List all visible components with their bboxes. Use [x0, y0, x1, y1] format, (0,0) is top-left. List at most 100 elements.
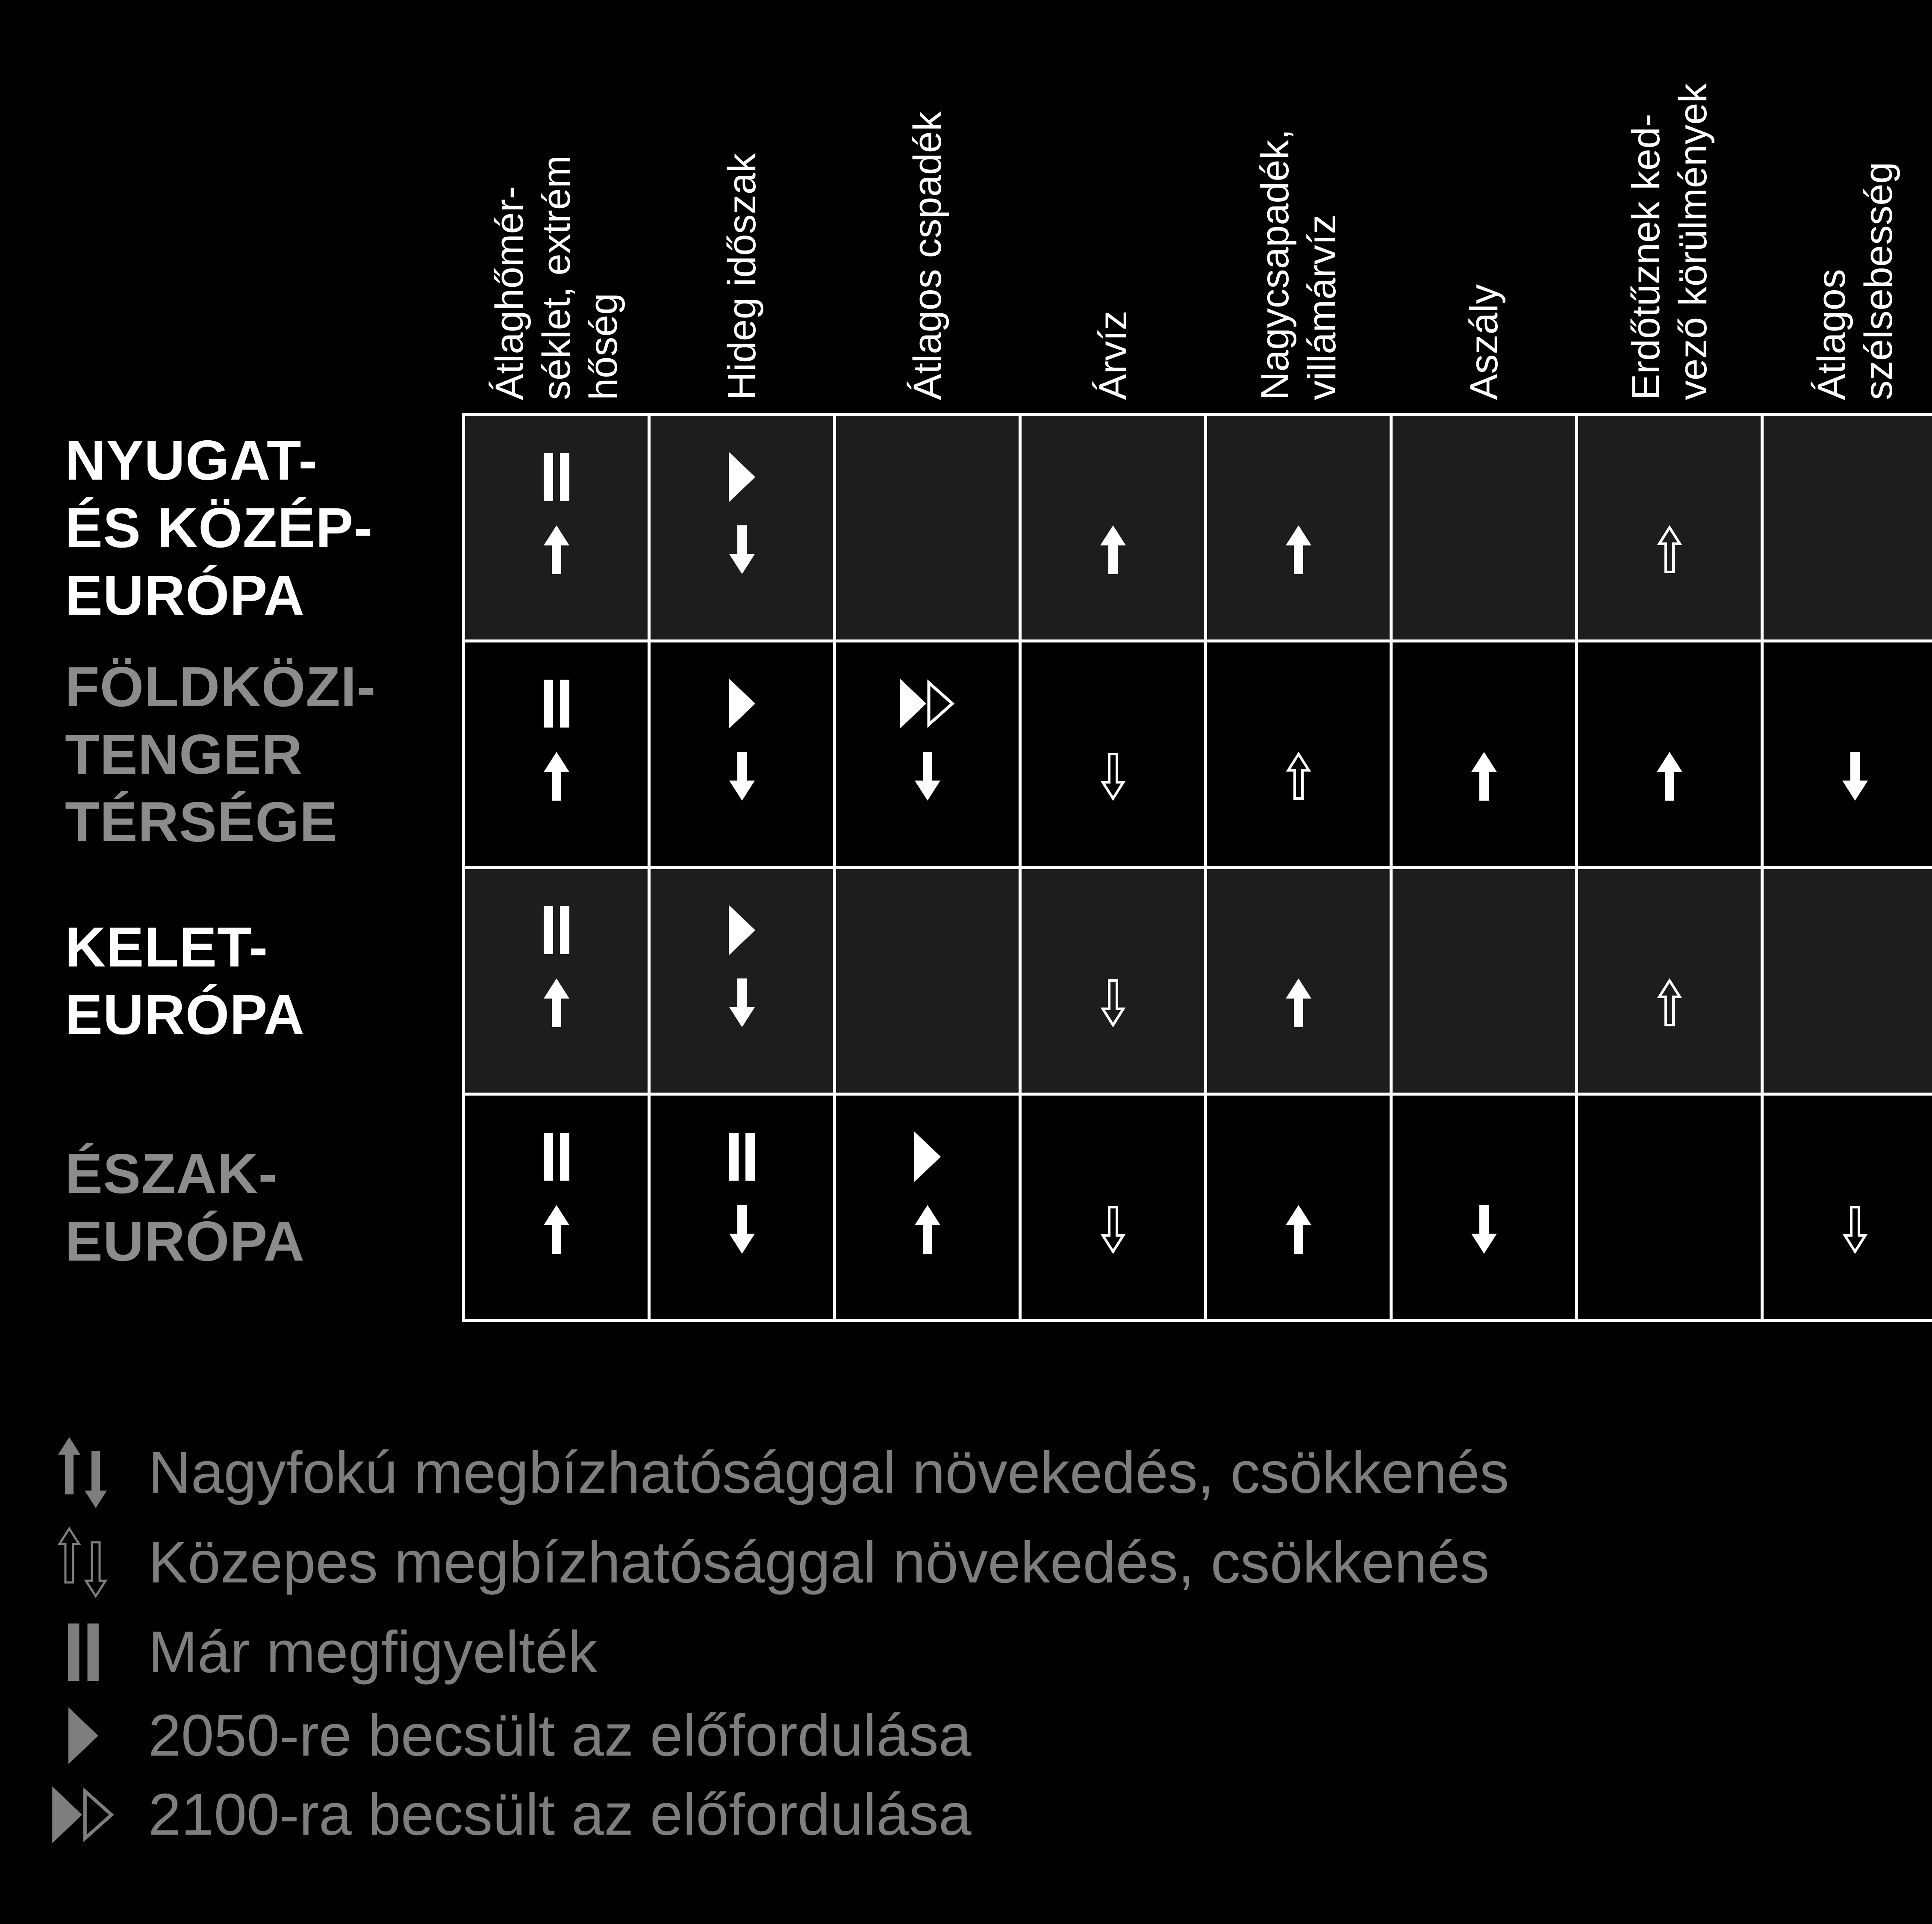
play-icon [49, 1699, 118, 1772]
row-label-nyugat-es-kozep-europa: NYUGAT- ÉS KÖZÉP- EURÓPA [65, 416, 454, 639]
cell-nyugat-es-kozep-europa-atlaghomerseklet-extrem-hoseg [465, 416, 648, 639]
legend-item-label: Nagyfokú megbízhatósággal növekedés, csö… [148, 1439, 1509, 1506]
column-header-line: Átlagos [1809, 269, 1853, 400]
play-icon [651, 677, 833, 731]
cell-foldkozi-tenger-tersege-atlaghomerseklet-extrem-hoseg [465, 642, 648, 866]
column-header-line: hőség [581, 293, 625, 400]
cell-eszak-europa-aszaly [1393, 1096, 1575, 1319]
row-label-line: ÉS KÖZÉP- [65, 496, 373, 559]
column-header-arviz: Árvíz [1022, 9, 1204, 413]
row-label-line: NYUGAT- [65, 428, 318, 492]
arrow-down-icon [836, 750, 1019, 802]
arrow-up-outline-icon [1578, 524, 1761, 576]
column-header-atlaghomerseklet-extrem-hoseg: Átlaghőmér-séklet, extrém hőség [465, 9, 648, 413]
row-label-kelet-europa: KELET- EURÓPA [65, 869, 454, 1093]
column-header-atlagos-csapadek: Átlagos cspadék [836, 9, 1019, 413]
cell-foldkozi-tenger-tersege-nagycsapadek-villamarviz [1207, 642, 1390, 866]
cell-kelet-europa-erdotuz-kedvezo-korulmenyek [1578, 869, 1761, 1093]
arrow-up-outline-icon [1578, 977, 1761, 1029]
row-label-line: EURÓPA [65, 563, 305, 627]
legend-item-fast-forward: 2100-ra becsült az előfordulása [49, 1778, 972, 1851]
row-label-foldkozi-tenger-tersege: FÖLDKÖZI- TENGER TÉRSÉGE [65, 642, 454, 866]
column-header-hideg-idoszak: Hideg időszak [651, 9, 833, 413]
column-header-line: séklet, extrém [534, 155, 578, 400]
arrow-down-outline-icon [1022, 1203, 1204, 1255]
play-icon [836, 1130, 1019, 1184]
legend-item-label: 2100-ra becsült az előfordulása [148, 1781, 972, 1847]
arrow-down-icon [651, 977, 833, 1029]
column-header-nagycsapadek-villamarviz: Nagycsapadék, villámárvíz [1207, 9, 1390, 413]
cell-nyugat-es-kozep-europa-nagycsapadek-villamarviz [1207, 416, 1390, 639]
cell-foldkozi-tenger-tersege-atlagos-csapadek [836, 642, 1019, 866]
column-header-text: Erdőtűznek ked-vező körülmények [1578, 9, 1761, 413]
column-header-line: Hideg időszak [720, 153, 764, 400]
arrow-down-icon [1764, 750, 1932, 802]
play-icon [651, 903, 833, 957]
column-header-text: Aszály [1393, 9, 1575, 413]
column-header-text: Nagycsapadék, villámárvíz [1207, 9, 1390, 413]
cell-nyugat-es-kozep-europa-atlagos-csapadek [836, 416, 1019, 639]
cell-kelet-europa-aszaly [1393, 869, 1575, 1093]
legend-item-label: Már megfigyelték [148, 1619, 598, 1685]
arrow-down-outline-icon [1022, 977, 1204, 1029]
arrow-up-icon [465, 977, 648, 1029]
row-label-line: FÖLDKÖZI- [65, 655, 376, 718]
column-header-line: villámárvíz [1300, 214, 1344, 400]
column-header-line: Átlagos cspadék [905, 111, 949, 400]
fast-forward-icon [49, 1778, 118, 1851]
column-header-text: Árvíz [1022, 9, 1204, 413]
cell-eszak-europa-arviz [1022, 1096, 1204, 1319]
cell-kelet-europa-arviz [1022, 869, 1204, 1093]
row-label-line: EURÓPA [65, 1209, 305, 1273]
play-icon [651, 450, 833, 504]
arrow-down-icon [651, 524, 833, 576]
cell-nyugat-es-kozep-europa-arviz [1022, 416, 1204, 639]
arrow-up-icon [1207, 524, 1390, 576]
legend-item-arrows-filled-up-down: Nagyfokú megbízhatósággal növekedés, csö… [49, 1436, 1509, 1509]
arrow-up-icon [1207, 1203, 1390, 1255]
pause-icon [465, 450, 648, 504]
column-header-atlagos-szelsebesseg: Átlagos szélsebesség [1764, 9, 1932, 413]
arrow-down-outline-icon [1022, 750, 1204, 802]
arrow-down-icon [651, 1203, 833, 1255]
cell-eszak-europa-erdotuz-kedvezo-korulmenyek [1578, 1096, 1761, 1319]
column-header-line: vező körülmények [1671, 83, 1715, 400]
arrow-down-icon [1393, 1203, 1575, 1255]
cell-kelet-europa-nagycsapadek-villamarviz [1207, 869, 1390, 1093]
arrow-up-icon [1393, 750, 1575, 802]
cell-nyugat-es-kozep-europa-erdotuz-kedvezo-korulmenyek [1578, 416, 1761, 639]
arrow-up-icon [1578, 750, 1761, 802]
fast-forward-icon [836, 677, 1019, 731]
cell-kelet-europa-atlagos-csapadek [836, 869, 1019, 1093]
row-label-line: TENGER [65, 722, 303, 786]
arrow-up-icon [465, 1203, 648, 1255]
arrows-outline-up-down-icon [49, 1526, 118, 1599]
column-header-line: szélsebesség [1856, 162, 1900, 400]
pause-icon [651, 1130, 833, 1184]
legend-item-label: 2050-re becsült az előfordulása [148, 1702, 972, 1768]
cell-kelet-europa-atlagos-szelsebesseg [1764, 869, 1932, 1093]
row-label-line: ÉSZAK- [65, 1142, 278, 1205]
pause-icon [465, 903, 648, 957]
cell-eszak-europa-atlagos-szelsebesseg [1764, 1096, 1932, 1319]
cell-eszak-europa-hideg-idoszak [651, 1096, 833, 1319]
arrow-up-icon [465, 750, 648, 802]
cell-foldkozi-tenger-tersege-aszaly [1393, 642, 1575, 866]
column-header-line: Aszály [1462, 284, 1506, 400]
legend-item-play: 2050-re becsült az előfordulása [49, 1699, 972, 1772]
column-header-text: Átlagos cspadék [836, 9, 1019, 413]
row-label-line: EURÓPA [65, 983, 305, 1046]
cell-foldkozi-tenger-tersege-atlagos-szelsebesseg [1764, 642, 1932, 866]
cell-foldkozi-tenger-tersege-erdotuz-kedvezo-korulmenyek [1578, 642, 1761, 866]
pause-icon [49, 1616, 118, 1688]
column-header-text: Hideg időszak [651, 9, 833, 413]
column-header-line: Erdőtűznek ked- [1624, 114, 1668, 400]
column-header-line: Árvíz [1091, 310, 1135, 400]
arrow-up-icon [836, 1203, 1019, 1255]
cell-foldkozi-tenger-tersege-hideg-idoszak [651, 642, 833, 866]
arrows-filled-up-down-icon [49, 1436, 118, 1509]
pause-icon [465, 1130, 648, 1184]
arrow-down-outline-icon [1764, 1203, 1932, 1255]
row-label-line: KELET- [65, 915, 268, 978]
cell-kelet-europa-atlaghomerseklet-extrem-hoseg [465, 869, 648, 1093]
